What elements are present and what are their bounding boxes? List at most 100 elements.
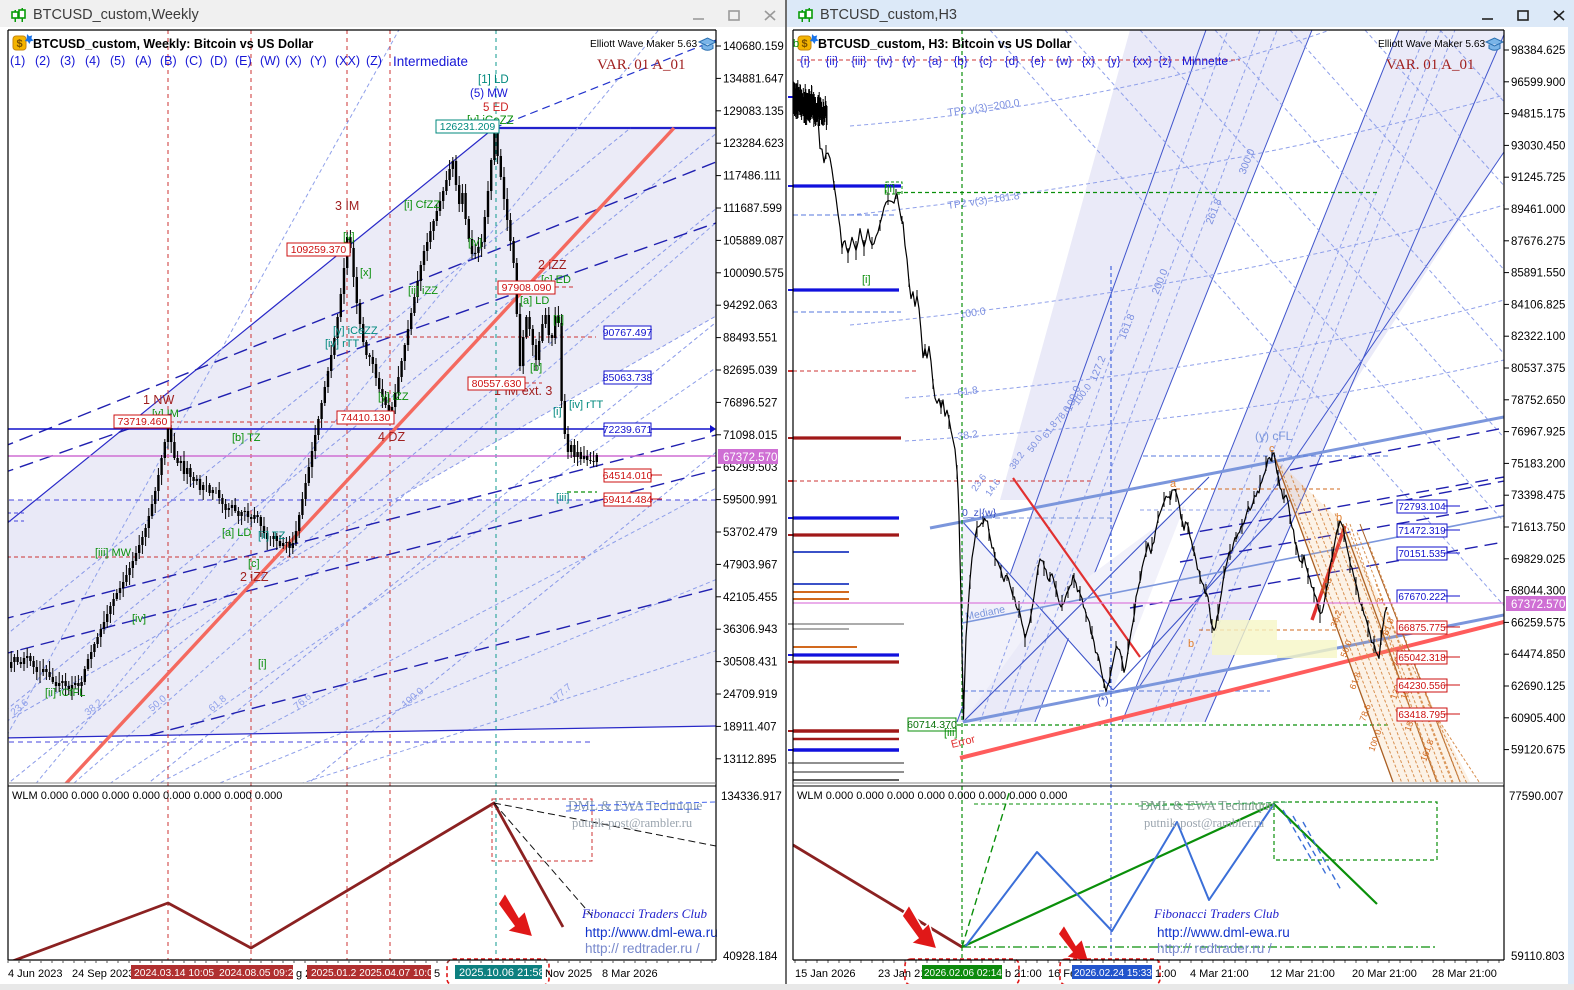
svg-text:15 Jan 2026: 15 Jan 2026 [795, 968, 856, 980]
svg-text:http:// redtrader.ru /: http:// redtrader.ru / [1157, 941, 1272, 956]
svg-text:4 Mar 21:00: 4 Mar 21:00 [1190, 968, 1249, 980]
svg-text:BTCUSD_custom,H3: BTCUSD_custom,H3 [820, 7, 957, 23]
svg-text:(4): (4) [85, 54, 100, 68]
svg-text:60714.370: 60714.370 [907, 719, 957, 731]
svg-text:129083.135: 129083.135 [723, 106, 784, 118]
svg-text:12 Mar 21:00: 12 Mar 21:00 [1270, 968, 1335, 980]
svg-text:59414.484: 59414.484 [603, 494, 653, 506]
svg-text:{ii}: {ii} [826, 56, 839, 68]
svg-text:64474.850: 64474.850 [1511, 649, 1565, 661]
svg-text:(5) MW: (5) MW [470, 88, 508, 100]
svg-text:(B): (B) [160, 54, 177, 68]
svg-text:Fibonacci Traders Club: Fibonacci Traders Club [1153, 906, 1279, 921]
svg-text:$: $ [801, 38, 807, 50]
svg-text:76896.527: 76896.527 [723, 397, 777, 409]
svg-text:36306.943: 36306.943 [723, 624, 777, 636]
svg-text:72239.671: 72239.671 [603, 424, 653, 436]
svg-text:(*): (*) [1097, 695, 1109, 707]
svg-text:69829.025: 69829.025 [1511, 554, 1565, 566]
svg-text:http://www.dml-ewa.ru: http://www.dml-ewa.ru [585, 925, 718, 940]
svg-text:[ii]: [ii] [884, 183, 895, 195]
svg-text:Minnette: Minnette [1182, 54, 1228, 68]
svg-text:60905.400: 60905.400 [1511, 713, 1565, 725]
svg-text:97908.090: 97908.090 [502, 282, 552, 294]
svg-text:[ii] iCfFL: [ii] iCfFL [45, 687, 85, 699]
svg-text:(2): (2) [35, 54, 50, 68]
svg-text:2 iZZ: 2 iZZ [240, 570, 269, 584]
svg-text:(Z): (Z) [366, 54, 382, 68]
svg-text:70151.535: 70151.535 [1398, 549, 1446, 560]
svg-text:a: a [1170, 478, 1177, 490]
svg-text:[c]: [c] [248, 558, 260, 570]
svg-text:{y}: {y} [1107, 56, 1121, 68]
svg-text:66259.575: 66259.575 [1511, 617, 1565, 629]
svg-text:77590.007: 77590.007 [1509, 791, 1563, 803]
svg-text:(Y): (Y) [310, 54, 327, 68]
svg-text:[i] CfZZ: [i] CfZZ [404, 199, 440, 211]
svg-text:c: c [1269, 443, 1275, 455]
svg-text:109259.370: 109259.370 [291, 244, 347, 256]
svg-text:117486.111: 117486.111 [723, 171, 781, 183]
svg-text:4 Jun 2023: 4 Jun 2023 [8, 968, 62, 980]
svg-text:88493.551: 88493.551 [723, 333, 777, 345]
svg-text:91245.725: 91245.725 [1511, 172, 1565, 184]
svg-text:75183.200: 75183.200 [1511, 458, 1565, 470]
svg-text:71098.015: 71098.015 [723, 430, 777, 442]
svg-text:(W): (W) [260, 54, 280, 68]
svg-text:71613.750: 71613.750 [1511, 522, 1565, 534]
svg-text:VAR. 01 A_01: VAR. 01 A_01 [597, 57, 686, 73]
svg-text:8 Mar 2026: 8 Mar 2026 [602, 968, 658, 980]
svg-text:b 21:00: b 21:00 [1005, 968, 1042, 980]
svg-text:[iv]: [iv] [132, 613, 146, 625]
svg-text:2026.02.24 15:33: 2026.02.24 15:33 [1074, 968, 1152, 979]
svg-text:40928.184: 40928.184 [723, 951, 778, 963]
svg-text:65299.503: 65299.503 [723, 462, 777, 474]
svg-text:96599.900: 96599.900 [1511, 77, 1565, 89]
svg-text:13112.895: 13112.895 [723, 754, 777, 766]
svg-text:98384.625: 98384.625 [1511, 45, 1565, 57]
svg-text:126231.209: 126231.209 [440, 121, 496, 133]
svg-text:Nov 2025: Nov 2025 [545, 968, 592, 980]
svg-text:(y) cFL: (y) cFL [1255, 429, 1293, 443]
svg-text:67670.222: 67670.222 [1398, 592, 1446, 603]
svg-text:59500.991: 59500.991 [723, 495, 777, 507]
svg-text:123284.623: 123284.623 [723, 138, 784, 150]
svg-text:(3): (3) [60, 54, 75, 68]
svg-text:Intermediate: Intermediate [393, 54, 468, 69]
svg-text:[ii] iZZ: [ii] iZZ [408, 285, 438, 297]
svg-text:[iv] rTT: [iv] rTT [569, 399, 603, 411]
svg-text:{iii}: {iii} [851, 56, 867, 68]
svg-text:b: b [1336, 512, 1342, 524]
svg-text:[y] iCeZZ: [y] iCeZZ [333, 325, 378, 337]
svg-text:2024.03.14 10:05: 2024.03.14 10:05 [134, 968, 214, 979]
svg-text:[iii]: [iii] [556, 492, 569, 504]
svg-text:0_z|{w}: 0_z|{w} [962, 507, 997, 519]
svg-text:59120.675: 59120.675 [1511, 745, 1565, 757]
svg-text:[x]: [x] [360, 267, 372, 279]
svg-text:[i]: [i] [553, 406, 562, 418]
svg-text:{iv}: {iv} [877, 56, 893, 68]
svg-text:[a] LD: [a] LD [520, 295, 549, 307]
svg-text:3 IM: 3 IM [335, 199, 359, 213]
svg-text:73398.475: 73398.475 [1511, 490, 1565, 502]
svg-text:64230.556: 64230.556 [1398, 681, 1446, 692]
svg-text:105889.087: 105889.087 [723, 235, 784, 247]
svg-text:62690.125: 62690.125 [1511, 681, 1565, 693]
svg-text:putnik-post@rambler.ru: putnik-post@rambler.ru [1144, 816, 1265, 830]
svg-text:94815.175: 94815.175 [1511, 109, 1565, 121]
svg-text:b: b [793, 38, 799, 50]
svg-text:47903.967: 47903.967 [723, 559, 777, 571]
svg-text:90767.497: 90767.497 [603, 327, 653, 339]
svg-text:(E): (E) [235, 54, 252, 68]
svg-text:42105.455: 42105.455 [723, 592, 777, 604]
svg-text:Fibonacci Traders Club: Fibonacci Traders Club [581, 906, 707, 921]
svg-text:{v}: {v} [902, 56, 916, 68]
svg-text:2025.01.2 2025.04.07 10:04: 2025.01.2 2025.04.07 10:04 [311, 968, 439, 979]
svg-text:2024.08.05 09:24: 2024.08.05 09:24 [219, 968, 299, 979]
svg-text:3: 3 [1374, 597, 1385, 605]
svg-text:[1] LD: [1] LD [478, 74, 509, 86]
svg-text:DML & EWA Technique: DML & EWA Technique [1140, 798, 1274, 813]
svg-text:74410.130: 74410.130 [341, 412, 391, 424]
svg-text:140680.159: 140680.159 [723, 41, 784, 53]
svg-text:24709.919: 24709.919 [723, 689, 777, 701]
